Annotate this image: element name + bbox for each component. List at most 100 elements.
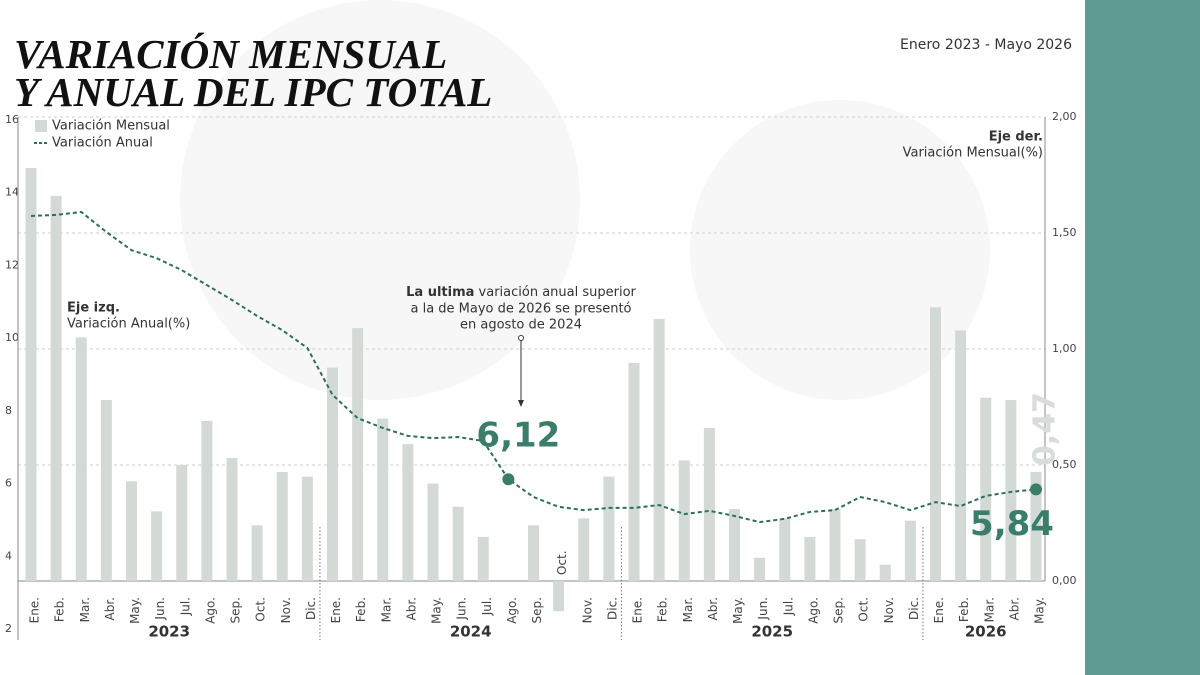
- bar: [50, 195, 62, 581]
- line: [30, 210, 1037, 524]
- value-label: 6,12: [476, 416, 560, 456]
- year-label: 2026: [965, 623, 1007, 641]
- y-tick-label: 4: [5, 549, 12, 562]
- bar: [779, 518, 791, 581]
- x-tick-label: Feb.: [354, 597, 368, 622]
- y-tick-label: 2: [5, 622, 12, 635]
- x-tick-label: Nov.: [279, 597, 293, 623]
- value-label: 0,47: [1028, 392, 1063, 466]
- x-tick-label: Ene.: [329, 597, 343, 623]
- x-tick-label: Ene.: [28, 597, 42, 623]
- annotation-arrow: [518, 400, 524, 407]
- bar: [427, 483, 439, 581]
- bar: [955, 330, 967, 581]
- bar: [327, 367, 338, 581]
- bar: [251, 525, 263, 581]
- y2-tick-label: 1,00: [1052, 342, 1077, 355]
- x-tick-label: May.: [128, 597, 142, 624]
- bar: [301, 476, 313, 581]
- x-tick-label: May.: [731, 597, 745, 624]
- x-tick-label: Abr.: [1007, 597, 1021, 620]
- bar: [754, 557, 766, 581]
- bar: [854, 539, 866, 581]
- annotation-text: en agosto de 2024: [460, 318, 582, 333]
- point: [502, 473, 515, 486]
- x-tick-label: Ene.: [932, 597, 946, 623]
- x-tick-label: Feb.: [656, 597, 670, 622]
- annotation-text: a la de Mayo de 2026 se presentó: [410, 302, 631, 317]
- annotation-dot: [518, 335, 524, 341]
- y-tick-label: 14: [5, 186, 19, 199]
- background-decoration: [690, 100, 990, 400]
- x-tick-label: Ago.: [806, 597, 820, 624]
- background-decoration: [180, 0, 580, 400]
- bar: [151, 511, 163, 581]
- x-tick-label: Jun.: [153, 597, 167, 621]
- chart-title: Y ANUAL DEL IPC TOTAL: [14, 69, 492, 115]
- annotation-bold: La ultima: [406, 285, 474, 300]
- x-tick-label: Mar.: [982, 597, 996, 622]
- x-tick-label: Abr.: [706, 597, 720, 620]
- chart-title: VARIACIÓN MENSUAL: [14, 31, 447, 77]
- bar: [75, 337, 87, 581]
- y2-tick-label: 0,00: [1052, 574, 1077, 587]
- x-tick-label: Dic.: [304, 597, 318, 620]
- x-tick-label: Jul.: [178, 597, 192, 616]
- bar: [25, 168, 37, 582]
- bar: [1030, 471, 1042, 581]
- x-tick-label: May.: [1033, 597, 1047, 624]
- bar: [377, 418, 389, 581]
- legend-label: Variación Mensual: [52, 119, 170, 134]
- x-tick-label: Nov.: [882, 597, 896, 623]
- annotation: La ultima variación anual superior: [406, 285, 636, 300]
- y2-tick-label: 1,50: [1052, 226, 1077, 239]
- bar: [352, 328, 364, 581]
- legend-label: Variación Anual: [52, 136, 153, 151]
- x-tick-label: Jul.: [781, 597, 795, 616]
- bar: [100, 400, 112, 581]
- x-tick-label: Mar.: [78, 597, 92, 622]
- subtitle: Enero 2023 - Mayo 2026: [900, 37, 1072, 53]
- bar: [879, 564, 891, 581]
- x-tick-label: Jun.: [756, 597, 770, 621]
- year-label: 2025: [751, 623, 793, 641]
- bar: [176, 465, 188, 581]
- bar: [477, 536, 489, 581]
- bar: [528, 525, 539, 581]
- bar: [829, 509, 841, 581]
- x-tick-label: Ago.: [505, 597, 519, 624]
- x-tick-label: Oct.: [555, 550, 569, 575]
- year-label: 2023: [148, 623, 190, 641]
- x-tick-label: Ago.: [203, 597, 217, 624]
- x-tick-label: Sep.: [832, 597, 846, 623]
- annotation-text: variación anual superior: [479, 285, 637, 300]
- bar: [678, 460, 690, 581]
- point: [1030, 483, 1042, 496]
- bar: [578, 518, 590, 581]
- bar: [729, 509, 740, 581]
- side-panel: [1085, 0, 1200, 675]
- bar: [980, 397, 992, 581]
- bar: [553, 581, 565, 612]
- x-tick-label: Sep.: [530, 597, 544, 623]
- x-tick-label: Abr.: [103, 597, 117, 620]
- x-tick-label: Nov.: [580, 597, 594, 623]
- bar: [904, 520, 916, 581]
- x-tick-label: Jul.: [480, 597, 494, 616]
- y2-tick-label: 0,50: [1052, 458, 1077, 471]
- y-tick-label: 12: [5, 258, 19, 271]
- x-tick-label: Mar.: [379, 597, 393, 622]
- bar: [402, 444, 414, 581]
- y-tick-label: 16: [5, 113, 19, 126]
- x-tick-label: Jun.: [455, 597, 469, 621]
- axis-title: Eje izq.: [67, 301, 120, 316]
- x-tick-label: Dic.: [907, 597, 921, 620]
- x-tick-label: Feb.: [53, 597, 67, 622]
- axis-title: Variación Mensual(%): [903, 146, 1043, 161]
- bar: [603, 476, 615, 581]
- x-tick-label: Feb.: [957, 597, 971, 622]
- y2-tick-label: 2,00: [1052, 110, 1077, 123]
- bar: [804, 536, 816, 581]
- bar: [226, 458, 238, 581]
- x-tick-label: Ene.: [631, 597, 645, 623]
